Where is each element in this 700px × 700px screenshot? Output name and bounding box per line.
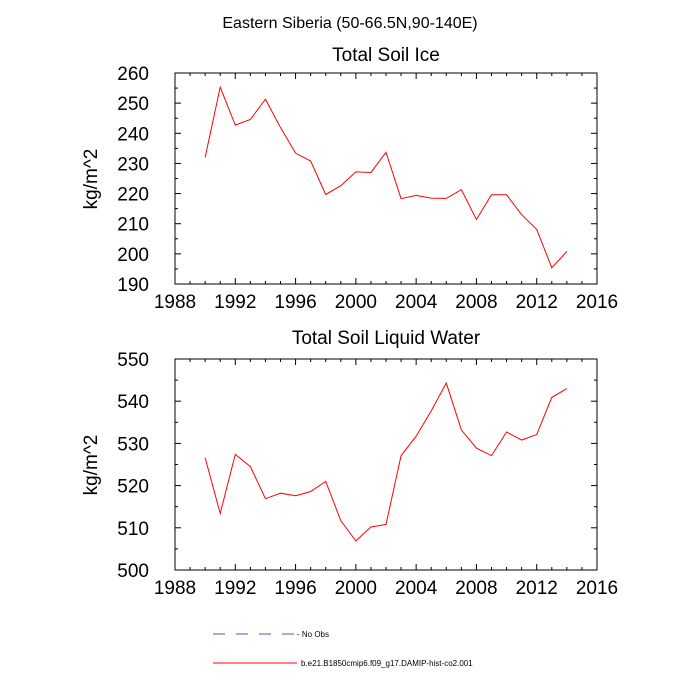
x-tick-label: 2008 xyxy=(455,578,497,599)
y-tick-label: 500 xyxy=(117,561,149,582)
y-axis-label: kg/m^2 xyxy=(81,149,102,210)
x-tick-label: 1988 xyxy=(154,292,196,313)
x-tick-label: 2012 xyxy=(516,292,558,313)
x-tick-label: 2012 xyxy=(516,578,558,599)
x-tick-label: 2004 xyxy=(395,578,438,599)
plot-frame xyxy=(174,358,598,571)
series-group xyxy=(204,85,568,269)
axis-ticks: 1988 1992 1996 2000 2004 2008 2012 2016 190 200 21… xyxy=(117,64,618,313)
x-tick-label: 2016 xyxy=(576,578,618,599)
x-tick-label: 2000 xyxy=(335,578,377,599)
axis-ticks: 1988 1992 1996 2000 2004 2008 2012 2016 500 510 52… xyxy=(117,350,618,599)
x-tick-label: 2004 xyxy=(395,292,438,313)
y-tick-label: 210 xyxy=(117,215,149,236)
y-tick-label: 240 xyxy=(117,124,149,145)
x-tick-label: 2016 xyxy=(576,292,618,313)
legend-label-model: b.e21.B1850cmip6.f09_g17.DAMIP-hist-co2.… xyxy=(301,659,473,668)
x-tick-label: 1996 xyxy=(274,578,316,599)
y-tick-label: 530 xyxy=(117,434,149,455)
series-line xyxy=(204,381,568,542)
y-tick-label: 230 xyxy=(117,154,149,175)
x-tick-label: 1992 xyxy=(214,578,256,599)
panel-title: Total Soil Liquid Water xyxy=(292,328,481,349)
y-tick-label: 220 xyxy=(117,185,149,206)
y-tick-label: 260 xyxy=(117,64,149,85)
x-tick-label: 1996 xyxy=(274,292,316,313)
figure-suptitle: Eastern Siberia (50-66.5N,90-140E) xyxy=(222,15,477,32)
x-tick-label: 2008 xyxy=(455,292,497,313)
y-tick-label: 520 xyxy=(117,477,149,498)
y-tick-label: 190 xyxy=(117,275,149,296)
y-tick-label: 250 xyxy=(117,94,149,115)
panel-title: Total Soil Ice xyxy=(332,45,440,66)
panel-total-soil-liquid-water: Total Soil Liquid Water kg/m^2 1988 1992 1… xyxy=(81,328,618,599)
legend-label-no-obs: - No Obs xyxy=(297,630,329,639)
x-tick-label: 2000 xyxy=(335,292,377,313)
legend: - No Obs b.e21.B1850cmip6.f09_g17.DAMIP-… xyxy=(213,630,473,668)
y-tick-label: 510 xyxy=(117,519,149,540)
y-axis-label: kg/m^2 xyxy=(81,435,102,496)
y-tick-label: 540 xyxy=(117,392,149,413)
panel-total-soil-ice: Total Soil Ice kg/m^2 1988 1992 1996 2000 20… xyxy=(81,45,618,313)
series-line xyxy=(204,85,568,269)
plot-frame xyxy=(174,72,598,285)
x-tick-label: 1992 xyxy=(214,292,256,313)
y-tick-label: 550 xyxy=(117,350,149,371)
series-group xyxy=(204,381,568,542)
x-tick-label: 1988 xyxy=(154,578,196,599)
y-tick-label: 200 xyxy=(117,245,149,266)
